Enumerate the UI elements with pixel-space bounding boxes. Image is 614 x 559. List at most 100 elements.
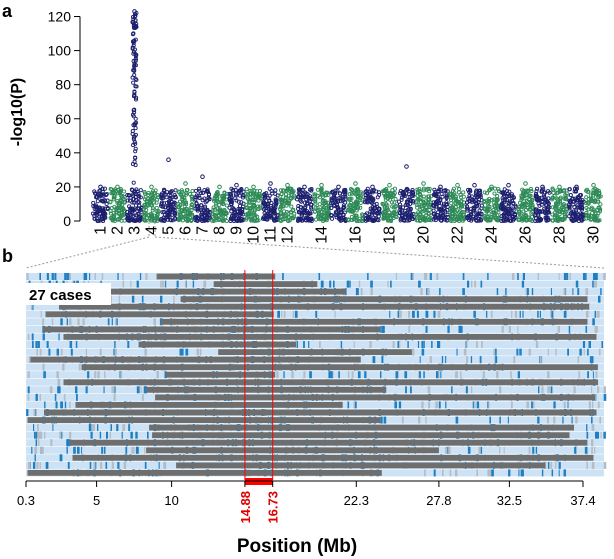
snp-point	[292, 211, 297, 216]
snp-point	[190, 203, 195, 208]
snp-point	[313, 201, 318, 206]
marker-stripe	[94, 371, 97, 379]
marker-stripe	[463, 348, 467, 356]
snp-point	[178, 213, 183, 218]
snp-point	[132, 62, 137, 67]
snp-point	[546, 196, 551, 201]
marker-stripe	[528, 446, 531, 454]
snp-point	[465, 206, 470, 211]
cases-label-bg	[25, 283, 111, 305]
snp-point	[410, 192, 416, 197]
marker-stripe	[372, 356, 376, 364]
marker-stripe	[456, 348, 458, 356]
snp-point	[237, 193, 242, 198]
snp-point	[527, 194, 532, 199]
marker-stripe	[64, 273, 67, 280]
snp-point	[561, 202, 566, 207]
snp-point	[441, 214, 446, 219]
snp-point	[522, 202, 527, 208]
marker-stripe	[355, 288, 357, 296]
marker-stripe	[383, 416, 387, 424]
case-track	[26, 393, 607, 401]
marker-stripe	[63, 393, 66, 401]
snp-point	[467, 188, 473, 193]
snp-point	[474, 218, 479, 223]
snp-point	[325, 212, 330, 217]
marker-stripe	[547, 416, 549, 424]
marker-stripe	[421, 348, 425, 356]
case-track	[26, 401, 604, 409]
marker-stripe	[568, 325, 571, 333]
snp-point	[545, 199, 550, 204]
snp-point	[195, 207, 200, 212]
snp-point	[356, 218, 362, 224]
marker-stripe	[595, 431, 597, 439]
marker-stripe	[353, 401, 355, 409]
snp-point	[131, 80, 136, 85]
snp-point	[364, 211, 369, 216]
snp-point	[444, 196, 449, 201]
case-track	[26, 288, 604, 296]
snp-point	[473, 191, 478, 196]
marker-stripe	[591, 446, 593, 454]
snp-point	[593, 218, 598, 223]
snp-point	[109, 187, 114, 192]
snp-point	[245, 195, 250, 200]
homozygous-segment	[99, 288, 346, 295]
marker-stripe	[404, 371, 408, 379]
snp-point	[352, 213, 357, 218]
homozygous-segment	[180, 296, 588, 303]
marker-stripe	[399, 310, 402, 318]
marker-stripe	[97, 424, 99, 432]
marker-stripe	[381, 356, 384, 364]
marker-stripe	[67, 461, 70, 469]
snp-point	[130, 200, 135, 205]
snp-point	[507, 213, 512, 218]
snp-point	[278, 194, 283, 199]
marker-stripe	[586, 461, 588, 469]
marker-stripe	[277, 310, 280, 318]
snp-point	[523, 188, 528, 193]
chromosome-29-points	[567, 184, 586, 224]
snp-point	[482, 214, 487, 219]
snp-point	[573, 218, 578, 223]
snp-point	[160, 204, 165, 209]
snp-point	[336, 206, 341, 211]
marker-stripe	[481, 341, 483, 348]
marker-stripe	[42, 318, 45, 326]
snp-point	[250, 202, 255, 207]
case-track	[26, 431, 606, 439]
homozygous-segment	[138, 341, 297, 348]
snp-point	[92, 191, 98, 196]
marker-stripe	[346, 280, 350, 288]
marker-stripe	[52, 424, 54, 432]
snp-point	[143, 203, 148, 208]
snp-point	[422, 208, 427, 213]
marker-stripe	[579, 348, 582, 356]
snp-point	[545, 210, 550, 215]
marker-stripe	[116, 424, 119, 432]
marker-stripe	[55, 401, 58, 409]
chromosome-26-points	[516, 181, 536, 224]
snp-point	[244, 191, 249, 196]
chromosome-16-points	[346, 181, 366, 224]
snp-point	[273, 188, 278, 193]
marker-stripe	[26, 273, 29, 280]
marker-stripe	[120, 371, 123, 379]
marker-stripe	[449, 469, 452, 477]
marker-stripe	[501, 325, 504, 333]
marker-stripe	[522, 469, 524, 477]
snp-point	[134, 77, 139, 82]
marker-stripe	[117, 461, 120, 469]
marker-stripe	[94, 461, 97, 469]
chromosome-label: 11	[263, 226, 280, 243]
marker-stripe	[408, 310, 411, 318]
marker-stripe	[603, 431, 606, 439]
snp-point	[105, 206, 110, 211]
marker-stripe	[75, 386, 78, 394]
marker-stripe	[429, 273, 432, 280]
snp-point	[465, 215, 470, 220]
snp-point	[197, 186, 202, 191]
homozygous-segment	[59, 303, 589, 310]
snp-point	[296, 203, 301, 209]
